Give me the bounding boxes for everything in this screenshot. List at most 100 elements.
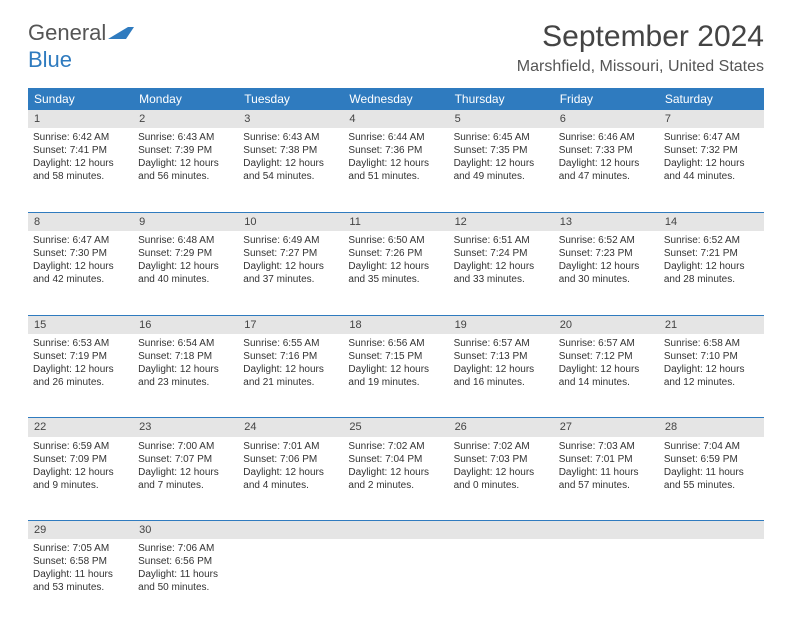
sunrise-text: Sunrise: 7:02 AM xyxy=(348,440,443,453)
day-header: Saturday xyxy=(659,88,764,110)
sunset-text: Sunset: 7:24 PM xyxy=(454,247,549,260)
daylight2-text: and 33 minutes. xyxy=(454,273,549,286)
sunset-text: Sunset: 6:59 PM xyxy=(664,453,759,466)
sunset-text: Sunset: 7:29 PM xyxy=(138,247,233,260)
daylight2-text: and 57 minutes. xyxy=(559,479,654,492)
day-number: 4 xyxy=(343,110,448,128)
day-header: Thursday xyxy=(449,88,554,110)
day-number: 12 xyxy=(449,212,554,231)
week-row: Sunrise: 6:59 AMSunset: 7:09 PMDaylight:… xyxy=(28,437,764,521)
daylight2-text: and 2 minutes. xyxy=(348,479,443,492)
daylight2-text: and 14 minutes. xyxy=(559,376,654,389)
daylight1-text: Daylight: 12 hours xyxy=(664,260,759,273)
day-number: 22 xyxy=(28,418,133,437)
daylight1-text: Daylight: 11 hours xyxy=(33,568,128,581)
daylight1-text: Daylight: 12 hours xyxy=(33,466,128,479)
day-cell xyxy=(343,539,448,623)
day-cell: Sunrise: 6:58 AMSunset: 7:10 PMDaylight:… xyxy=(659,334,764,418)
daylight1-text: Daylight: 12 hours xyxy=(454,466,549,479)
day-cell xyxy=(554,539,659,623)
day-cell: Sunrise: 7:06 AMSunset: 6:56 PMDaylight:… xyxy=(133,539,238,623)
daylight1-text: Daylight: 12 hours xyxy=(243,157,338,170)
sunset-text: Sunset: 7:23 PM xyxy=(559,247,654,260)
daynum-row: 891011121314 xyxy=(28,212,764,231)
sunrise-text: Sunrise: 6:43 AM xyxy=(138,131,233,144)
day-number: 26 xyxy=(449,418,554,437)
day-cell: Sunrise: 6:50 AMSunset: 7:26 PMDaylight:… xyxy=(343,231,448,315)
sunset-text: Sunset: 7:26 PM xyxy=(348,247,443,260)
sunrise-text: Sunrise: 6:51 AM xyxy=(454,234,549,247)
daylight2-text: and 23 minutes. xyxy=(138,376,233,389)
daylight2-text: and 58 minutes. xyxy=(33,170,128,183)
daylight2-text: and 28 minutes. xyxy=(664,273,759,286)
day-cell: Sunrise: 6:43 AMSunset: 7:38 PMDaylight:… xyxy=(238,128,343,212)
sunset-text: Sunset: 7:09 PM xyxy=(33,453,128,466)
sunrise-text: Sunrise: 6:44 AM xyxy=(348,131,443,144)
daylight2-text: and 0 minutes. xyxy=(454,479,549,492)
day-header: Friday xyxy=(554,88,659,110)
daylight2-text: and 26 minutes. xyxy=(33,376,128,389)
daylight1-text: Daylight: 12 hours xyxy=(33,260,128,273)
daylight1-text: Daylight: 12 hours xyxy=(559,260,654,273)
sunset-text: Sunset: 7:13 PM xyxy=(454,350,549,363)
daylight2-text: and 37 minutes. xyxy=(243,273,338,286)
day-number: 24 xyxy=(238,418,343,437)
day-cell: Sunrise: 6:52 AMSunset: 7:21 PMDaylight:… xyxy=(659,231,764,315)
daylight2-text: and 4 minutes. xyxy=(243,479,338,492)
day-number: 6 xyxy=(554,110,659,128)
daylight2-text: and 53 minutes. xyxy=(33,581,128,594)
day-number: 30 xyxy=(133,521,238,540)
sunrise-text: Sunrise: 6:55 AM xyxy=(243,337,338,350)
day-number: 7 xyxy=(659,110,764,128)
day-cell: Sunrise: 6:49 AMSunset: 7:27 PMDaylight:… xyxy=(238,231,343,315)
sunrise-text: Sunrise: 6:49 AM xyxy=(243,234,338,247)
sunset-text: Sunset: 6:58 PM xyxy=(33,555,128,568)
daynum-row: 15161718192021 xyxy=(28,315,764,334)
day-number: 15 xyxy=(28,315,133,334)
sunset-text: Sunset: 7:38 PM xyxy=(243,144,338,157)
day-cell: Sunrise: 7:05 AMSunset: 6:58 PMDaylight:… xyxy=(28,539,133,623)
day-cell: Sunrise: 6:57 AMSunset: 7:13 PMDaylight:… xyxy=(449,334,554,418)
daylight1-text: Daylight: 12 hours xyxy=(138,466,233,479)
day-cell: Sunrise: 6:52 AMSunset: 7:23 PMDaylight:… xyxy=(554,231,659,315)
calendar-table: Sunday Monday Tuesday Wednesday Thursday… xyxy=(28,88,764,623)
sunset-text: Sunset: 7:04 PM xyxy=(348,453,443,466)
sunrise-text: Sunrise: 6:46 AM xyxy=(559,131,654,144)
daylight1-text: Daylight: 12 hours xyxy=(664,157,759,170)
sunrise-text: Sunrise: 6:48 AM xyxy=(138,234,233,247)
day-cell: Sunrise: 6:42 AMSunset: 7:41 PMDaylight:… xyxy=(28,128,133,212)
day-number: 9 xyxy=(133,212,238,231)
daylight1-text: Daylight: 12 hours xyxy=(348,363,443,376)
day-number: 29 xyxy=(28,521,133,540)
daynum-row: 1234567 xyxy=(28,110,764,128)
sunset-text: Sunset: 7:01 PM xyxy=(559,453,654,466)
daylight1-text: Daylight: 12 hours xyxy=(243,466,338,479)
daylight1-text: Daylight: 12 hours xyxy=(664,363,759,376)
daynum-row: 22232425262728 xyxy=(28,418,764,437)
day-header: Sunday xyxy=(28,88,133,110)
sunrise-text: Sunrise: 6:57 AM xyxy=(454,337,549,350)
sunrise-text: Sunrise: 6:45 AM xyxy=(454,131,549,144)
daylight2-text: and 56 minutes. xyxy=(138,170,233,183)
sunset-text: Sunset: 7:41 PM xyxy=(33,144,128,157)
sunset-text: Sunset: 7:36 PM xyxy=(348,144,443,157)
daynum-row: 2930 xyxy=(28,521,764,540)
sunset-text: Sunset: 7:18 PM xyxy=(138,350,233,363)
day-number xyxy=(238,521,343,540)
day-cell: Sunrise: 6:46 AMSunset: 7:33 PMDaylight:… xyxy=(554,128,659,212)
day-number: 18 xyxy=(343,315,448,334)
page-title: September 2024 xyxy=(517,20,764,54)
day-number: 21 xyxy=(659,315,764,334)
daylight2-text: and 35 minutes. xyxy=(348,273,443,286)
sunrise-text: Sunrise: 7:06 AM xyxy=(138,542,233,555)
day-header-row: Sunday Monday Tuesday Wednesday Thursday… xyxy=(28,88,764,110)
daylight2-text: and 12 minutes. xyxy=(664,376,759,389)
day-cell: Sunrise: 6:59 AMSunset: 7:09 PMDaylight:… xyxy=(28,437,133,521)
daylight1-text: Daylight: 12 hours xyxy=(138,157,233,170)
sunset-text: Sunset: 7:06 PM xyxy=(243,453,338,466)
day-cell: Sunrise: 7:04 AMSunset: 6:59 PMDaylight:… xyxy=(659,437,764,521)
day-number: 10 xyxy=(238,212,343,231)
sunrise-text: Sunrise: 6:47 AM xyxy=(664,131,759,144)
sunrise-text: Sunrise: 6:52 AM xyxy=(664,234,759,247)
day-number: 17 xyxy=(238,315,343,334)
